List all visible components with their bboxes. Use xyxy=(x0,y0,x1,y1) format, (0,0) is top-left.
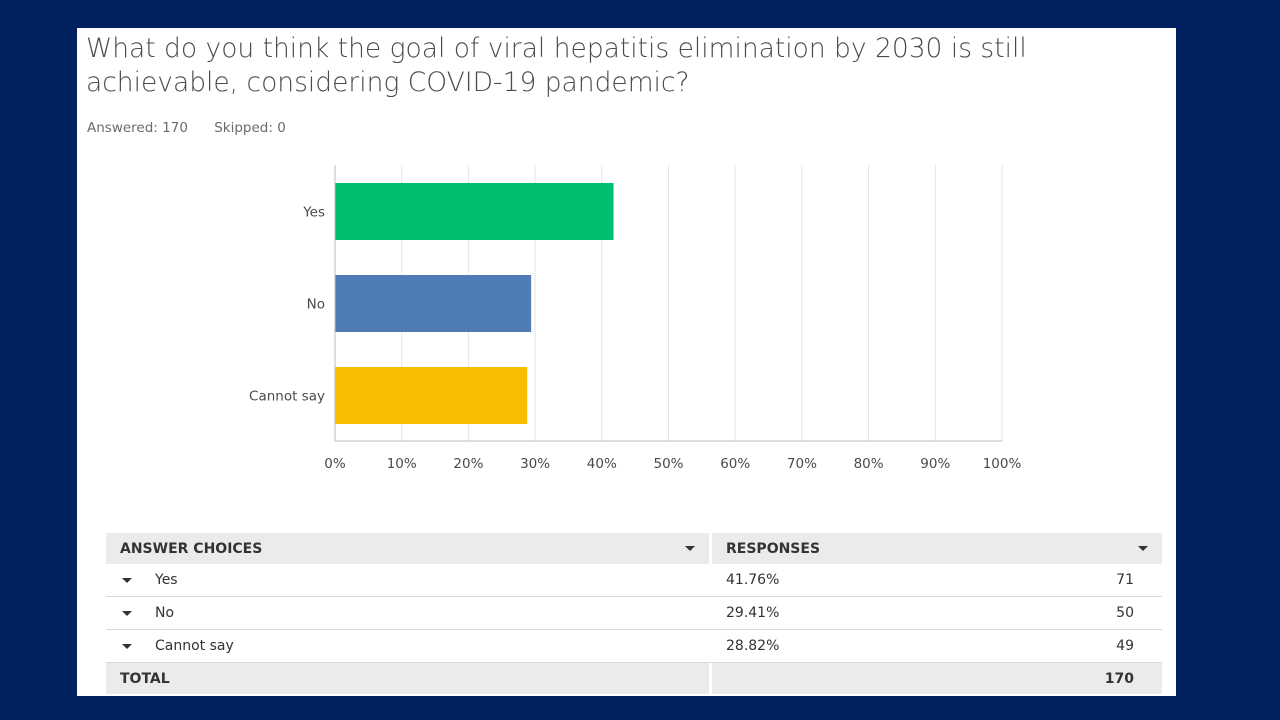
x-tick-label: 10% xyxy=(387,456,417,472)
chart-labels: 0% 10% 20% 30% 40% 50% 60% 70% 80% 90% 100% Yes No Ca… xyxy=(249,205,1021,473)
response-percent: 28.82% xyxy=(726,638,780,654)
survey-panel: What do you think the goal of viral hepa… xyxy=(77,28,1176,696)
choice-label: Cannot say xyxy=(155,638,234,654)
bar[interactable] xyxy=(335,183,614,240)
x-tick-label: 90% xyxy=(920,456,950,472)
chart-axes xyxy=(334,165,1002,442)
expand-caret-icon[interactable] xyxy=(122,577,132,583)
table-row: Yes 41.76% 71 xyxy=(106,564,1162,597)
chart-bars xyxy=(335,183,614,424)
x-tick-label: 60% xyxy=(720,456,750,472)
header-gap xyxy=(709,533,712,564)
sort-caret-icon[interactable] xyxy=(1138,546,1148,551)
response-count: 71 xyxy=(1116,572,1134,588)
question-title: What do you think the goal of viral hepa… xyxy=(86,33,1027,98)
x-tick-label: 30% xyxy=(520,456,550,472)
skipped-count: Skipped: 0 xyxy=(214,120,286,136)
response-percent: 41.76% xyxy=(726,572,780,588)
category-label: Cannot say xyxy=(249,389,325,405)
bar-chart: 0% 10% 20% 30% 40% 50% 60% 70% 80% 90% 100% Yes No Ca… xyxy=(249,165,1021,473)
expand-caret-icon[interactable] xyxy=(122,643,132,649)
sort-caret-icon[interactable] xyxy=(685,546,695,551)
x-tick-label: 80% xyxy=(854,456,884,472)
bar[interactable] xyxy=(335,367,528,424)
total-row: TOTAL 170 xyxy=(106,662,1162,694)
x-tick-label: 40% xyxy=(587,456,617,472)
total-count: 170 xyxy=(1104,670,1134,687)
x-tick-label: 100% xyxy=(983,456,1022,472)
table-row: Cannot say 28.82% 49 xyxy=(106,629,1162,663)
table-row: No 29.41% 50 xyxy=(106,596,1162,630)
response-percent: 29.41% xyxy=(726,605,780,621)
x-tick-label: 70% xyxy=(787,456,817,472)
answer-choices-header[interactable]: ANSWER CHOICES xyxy=(106,533,709,564)
category-label: No xyxy=(307,297,325,313)
answer-table: ANSWER CHOICES RESPONSES xyxy=(106,533,1162,694)
bar[interactable] xyxy=(335,275,532,332)
expand-caret-icon[interactable] xyxy=(122,610,132,616)
total-label: TOTAL xyxy=(120,670,170,687)
x-tick-label: 50% xyxy=(653,456,683,472)
response-count: 49 xyxy=(1116,638,1134,654)
response-stats: Answered: 170 Skipped: 0 xyxy=(87,120,308,136)
answer-choices-header-label: ANSWER CHOICES xyxy=(120,540,263,557)
category-label: Yes xyxy=(302,205,325,221)
x-tick-label: 20% xyxy=(453,456,483,472)
responses-header[interactable]: RESPONSES xyxy=(712,533,1162,564)
answered-count: Answered: 170 xyxy=(87,120,188,136)
x-tick-label: 0% xyxy=(324,456,346,472)
response-count: 50 xyxy=(1116,605,1134,621)
responses-header-label: RESPONSES xyxy=(726,540,821,557)
choice-label: No xyxy=(155,605,175,621)
choice-label: Yes xyxy=(155,572,178,588)
